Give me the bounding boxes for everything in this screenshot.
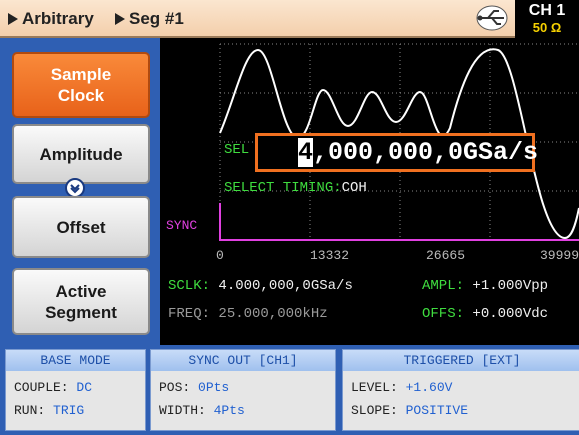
channel: CH 1 bbox=[528, 2, 566, 19]
breadcrumb: Arbitrary bbox=[22, 9, 94, 28]
edit-value: ,000,000,0GSa/s bbox=[313, 138, 539, 167]
panel-row: SLOPE: POSITIVE bbox=[351, 403, 468, 418]
impedance: 50 Ω bbox=[532, 20, 562, 35]
menu-button[interactable]: Sample Clock bbox=[12, 52, 150, 118]
x-label: 0 bbox=[216, 248, 224, 263]
display: SEL 4,000,000,0GSa/s SELECT TIMING:COH S… bbox=[160, 38, 579, 345]
menu-label: Active Segment bbox=[45, 281, 117, 322]
row-value: +1.60V bbox=[405, 380, 453, 395]
row-label: LEVEL: bbox=[351, 380, 398, 395]
status-value: +1.000Vpp bbox=[472, 278, 549, 294]
timing-label: SELECT TIMING: bbox=[224, 180, 342, 196]
breadcrumb: Seg #1 bbox=[129, 9, 184, 28]
status-label: SCLK: bbox=[168, 278, 211, 294]
usb-icon bbox=[476, 5, 508, 31]
menu-button[interactable]: Offset bbox=[12, 196, 150, 258]
panel-row: WIDTH: 4Pts bbox=[159, 403, 245, 418]
header: Arbitrary Seg #1 bbox=[0, 0, 470, 38]
menu-label: Sample Clock bbox=[50, 65, 112, 105]
status-value: 25.000,000kHz bbox=[218, 306, 328, 322]
status-value: +0.000Vdc bbox=[472, 306, 549, 322]
grid bbox=[219, 43, 579, 238]
row-label: COUPLE: bbox=[14, 380, 69, 395]
row-value: TRIG bbox=[53, 403, 85, 418]
x-label: 13332 bbox=[310, 248, 350, 263]
arrow-icon bbox=[115, 13, 125, 25]
row-value: POSITIVE bbox=[405, 403, 469, 418]
edit-label: SEL bbox=[224, 142, 250, 158]
panel: SYNC OUT [CH1] POS: 0Pts WIDTH: 4Pts bbox=[150, 349, 336, 431]
x-label: 26665 bbox=[426, 248, 466, 263]
menu-label: Offset bbox=[56, 217, 106, 237]
row-value: 4Pts bbox=[213, 403, 245, 418]
row-value: DC bbox=[76, 380, 93, 395]
panel-row: POS: 0Pts bbox=[159, 380, 229, 395]
timing-value: COH bbox=[341, 180, 367, 196]
status-label: OFFS: bbox=[422, 306, 465, 322]
x-label: 39999 bbox=[540, 248, 579, 263]
row-label: WIDTH: bbox=[159, 403, 206, 418]
panel-title: SYNC OUT [CH1] bbox=[151, 350, 335, 371]
arrow-icon bbox=[8, 13, 18, 25]
sync-line bbox=[219, 203, 579, 241]
panel-row: RUN: TRIG bbox=[14, 403, 84, 418]
panel-title: TRIGGERED [EXT] bbox=[343, 350, 579, 371]
status-value: 4.000,000,0GSa/s bbox=[218, 278, 353, 294]
waveform-area bbox=[219, 43, 579, 241]
panel-row: LEVEL: +1.60V bbox=[351, 380, 452, 395]
sync-label: SYNC bbox=[166, 218, 198, 233]
waveform bbox=[219, 48, 579, 240]
menu-button[interactable]: Amplitude bbox=[12, 124, 150, 184]
panel: BASE MODE COUPLE: DC RUN: TRIG bbox=[5, 349, 146, 431]
panel-title: BASE MODE bbox=[6, 350, 145, 371]
usb-indicator bbox=[470, 0, 515, 38]
status-label: AMPL: bbox=[422, 278, 465, 294]
status-label: FREQ: bbox=[168, 306, 211, 322]
row-label: RUN: bbox=[14, 403, 46, 418]
channel-indicator: CH 1 50 Ω bbox=[515, 0, 579, 38]
menu-label: Amplitude bbox=[39, 144, 123, 164]
row-label: POS: bbox=[159, 380, 191, 395]
row-value: 0Pts bbox=[198, 380, 230, 395]
cursor-digit: 4 bbox=[298, 138, 314, 167]
row-label: SLOPE: bbox=[351, 403, 398, 418]
panel-row: COUPLE: DC bbox=[14, 380, 92, 395]
edit-field[interactable]: 4,000,000,0GSa/s bbox=[255, 133, 539, 172]
panel: TRIGGERED [EXT] LEVEL: +1.60V SLOPE: POSIT… bbox=[342, 349, 579, 431]
menu-button[interactable]: Active Segment bbox=[12, 268, 150, 335]
